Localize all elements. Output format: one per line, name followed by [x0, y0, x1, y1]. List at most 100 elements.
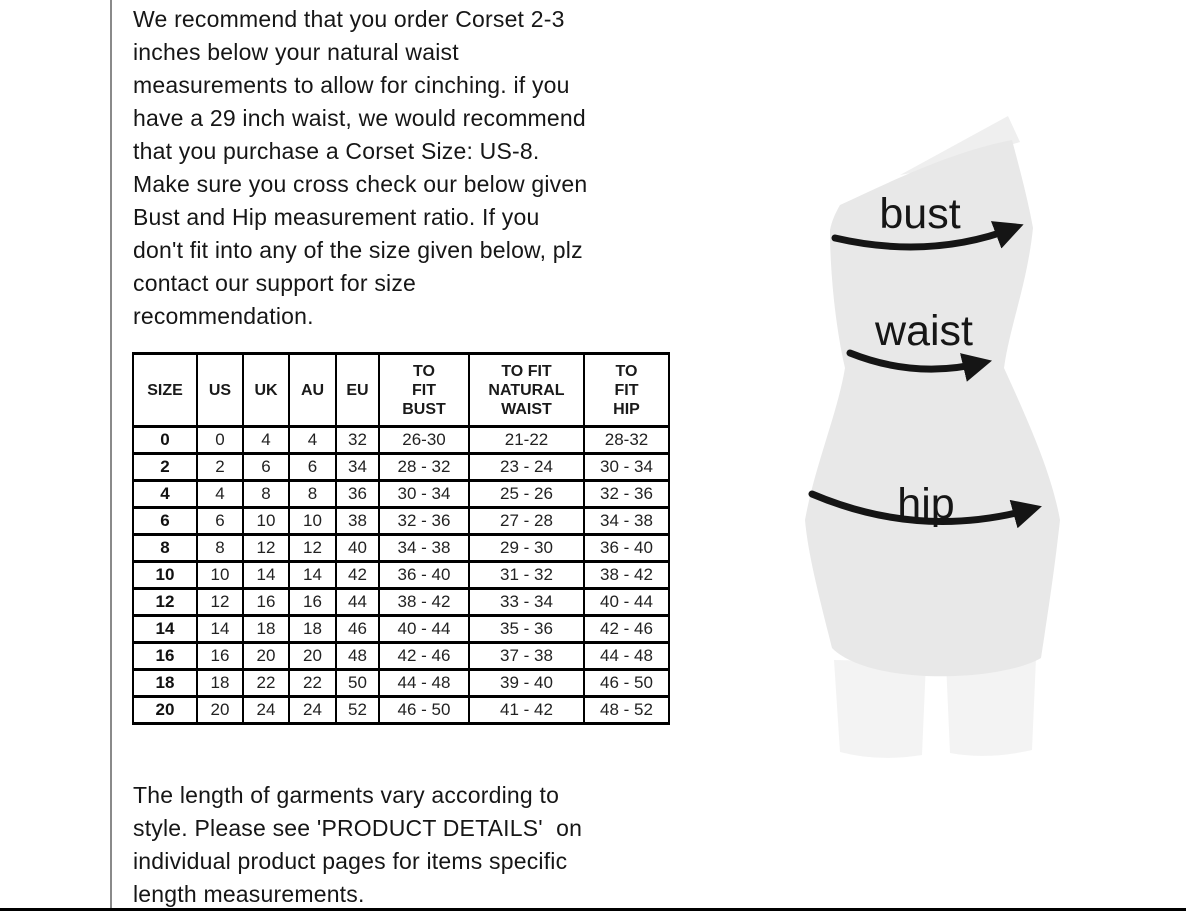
table-cell: 4: [288, 425, 337, 455]
table-cell: 20: [242, 641, 290, 671]
table-cell: 6: [242, 452, 290, 482]
table-cell: 38: [335, 506, 380, 536]
table-cell: 30 - 34: [583, 452, 670, 482]
table-cell: 18: [288, 614, 337, 644]
table-cell: 10: [288, 506, 337, 536]
table-cell: 4: [242, 425, 290, 455]
table-row: 14 14 18 18 46 40 - 44 35 - 36 42 - 46: [132, 614, 670, 644]
table-cell: 6: [288, 452, 337, 482]
table-cell: 20: [196, 695, 244, 725]
table-cell: 44 - 48: [583, 641, 670, 671]
table-cell: 34 - 38: [583, 506, 670, 536]
table-cell: 14: [132, 614, 198, 644]
bottom-rule-line: [0, 908, 1186, 911]
table-cell: 16: [196, 641, 244, 671]
table-cell: 46 - 50: [583, 668, 670, 698]
table-cell: 0: [132, 425, 198, 455]
table-cell: 41 - 42: [468, 695, 585, 725]
table-header-row: SIZE US UK AU EU TO FIT BUST TO FIT NATU…: [132, 352, 670, 428]
waist-arrow-icon: [846, 349, 993, 382]
table-cell: 10: [196, 560, 244, 590]
table-row: 12 12 16 16 44 38 - 42 33 - 34 40 - 44: [132, 587, 670, 617]
table-cell: 44 - 48: [378, 668, 470, 698]
table-cell: 37 - 38: [468, 641, 585, 671]
table-cell: 12: [196, 587, 244, 617]
waist-label: waist: [874, 307, 973, 355]
table-row: 2 2 6 6 34 28 - 32 23 - 24 30 - 34: [132, 452, 670, 482]
table-cell: 39 - 40: [468, 668, 585, 698]
table-cell: 40 - 44: [378, 614, 470, 644]
table-cell: 22: [288, 668, 337, 698]
table-row: 18 18 22 22 50 44 - 48 39 - 40 46 - 50: [132, 668, 670, 698]
table-cell: 10: [242, 506, 290, 536]
header-to-fit-bust: TO FIT BUST: [378, 352, 470, 428]
table-cell: 22: [242, 668, 290, 698]
table-cell: 35 - 36: [468, 614, 585, 644]
table-cell: 40: [335, 533, 380, 563]
table-cell: 4: [196, 479, 244, 509]
header-size: SIZE: [132, 352, 198, 428]
table-cell: 12: [132, 587, 198, 617]
table-cell: 36: [335, 479, 380, 509]
mannequin-figure: bust waist hip: [805, 116, 1060, 758]
table-cell: 33 - 34: [468, 587, 585, 617]
table-cell: 20: [288, 641, 337, 671]
table-cell: 42 - 46: [583, 614, 670, 644]
table-cell: 42: [335, 560, 380, 590]
table-cell: 40 - 44: [583, 587, 670, 617]
table-cell: 52: [335, 695, 380, 725]
table-cell: 8: [132, 533, 198, 563]
table-cell: 32: [335, 425, 380, 455]
table-cell: 36 - 40: [378, 560, 470, 590]
table-cell: 44: [335, 587, 380, 617]
table-cell: 50: [335, 668, 380, 698]
table-cell: 2: [196, 452, 244, 482]
table-cell: 27 - 28: [468, 506, 585, 536]
table-cell: 2: [132, 452, 198, 482]
mannequin-body: [805, 140, 1060, 677]
header-au: AU: [288, 352, 337, 428]
table-cell: 16: [132, 641, 198, 671]
header-us: US: [196, 352, 244, 428]
table-cell: 23 - 24: [468, 452, 585, 482]
table-cell: 8: [242, 479, 290, 509]
table-row: 20 20 24 24 52 46 - 50 41 - 42 48 - 52: [132, 695, 670, 725]
hip-arrow-icon: [808, 490, 1042, 529]
table-cell: 48 - 52: [583, 695, 670, 725]
table-row: 8 8 12 12 40 34 - 38 29 - 30 36 - 40: [132, 533, 670, 563]
left-divider-line: [110, 0, 112, 909]
table-cell: 14: [242, 560, 290, 590]
table-cell: 18: [196, 668, 244, 698]
table-cell: 8: [196, 533, 244, 563]
table-cell: 30 - 34: [378, 479, 470, 509]
table-cell: 42 - 46: [378, 641, 470, 671]
table-cell: 24: [288, 695, 337, 725]
bust-arrow-icon: [831, 221, 1024, 251]
bust-label: bust: [879, 190, 960, 238]
table-row: 0 0 4 4 32 26-30 21-22 28-32: [132, 425, 670, 455]
table-cell: 36 - 40: [583, 533, 670, 563]
mannequin-top-fold: [900, 116, 1020, 175]
table-cell: 20: [132, 695, 198, 725]
table-cell: 4: [132, 479, 198, 509]
table-cell: 12: [242, 533, 290, 563]
table-cell: 28 - 32: [378, 452, 470, 482]
table-cell: 21-22: [468, 425, 585, 455]
table-cell: 38 - 42: [378, 587, 470, 617]
table-cell: 32 - 36: [583, 479, 670, 509]
table-row: 16 16 20 20 48 42 - 46 37 - 38 44 - 48: [132, 641, 670, 671]
size-chart-table: SIZE US UK AU EU TO FIT BUST TO FIT NATU…: [132, 352, 670, 725]
table-cell: 6: [132, 506, 198, 536]
table-cell: 38 - 42: [583, 560, 670, 590]
table-cell: 31 - 32: [468, 560, 585, 590]
table-row: 10 10 14 14 42 36 - 40 31 - 32 38 - 42: [132, 560, 670, 590]
table-cell: 0: [196, 425, 244, 455]
table-row: 6 6 10 10 38 32 - 36 27 - 28 34 - 38: [132, 506, 670, 536]
table-cell: 32 - 36: [378, 506, 470, 536]
header-uk: UK: [242, 352, 290, 428]
table-cell: 18: [242, 614, 290, 644]
header-eu: EU: [335, 352, 380, 428]
table-cell: 46 - 50: [378, 695, 470, 725]
header-to-fit-hip: TO FIT HIP: [583, 352, 670, 428]
mannequin-legs: [834, 658, 1036, 758]
